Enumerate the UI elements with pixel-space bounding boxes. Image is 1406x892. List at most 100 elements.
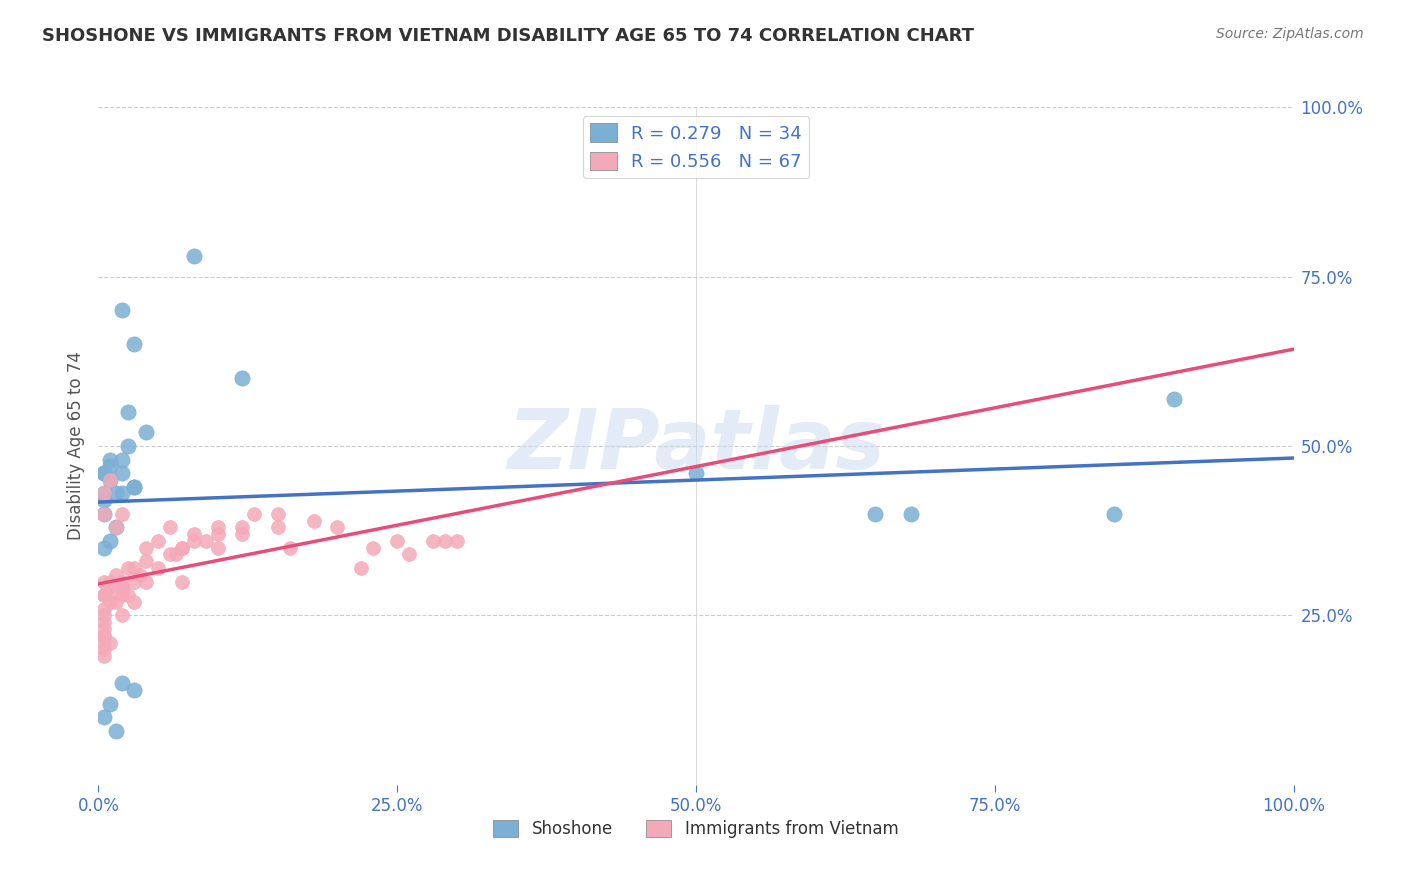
Point [385,533,409,548]
Point [93,649,115,664]
Point [172,541,194,555]
Point [446,533,468,548]
Point [172,541,194,555]
Point [124,561,146,575]
Point [93,486,115,500]
Point [93,493,115,508]
Point [278,541,301,555]
Point [93,629,115,643]
Point [98,452,122,467]
Point [105,520,128,534]
Point [231,520,253,534]
Point [98,588,122,602]
Point [111,582,134,596]
Point [243,507,266,521]
Point [105,723,128,738]
Point [231,527,253,541]
Point [117,439,139,453]
Point [93,601,115,615]
Point [111,303,134,318]
Point [172,574,194,589]
Point [98,533,122,548]
Point [97,582,120,596]
Point [350,561,373,575]
Point [183,249,205,263]
Point [93,507,115,521]
Point [111,574,134,589]
Point [129,567,152,582]
Point [117,588,139,602]
Point [183,533,205,548]
Point [165,548,187,562]
Point [93,486,115,500]
Point [93,635,115,649]
Point [117,561,139,575]
Point [685,466,707,480]
Point [124,480,146,494]
Point [111,507,134,521]
Point [135,425,157,440]
Point [900,507,922,521]
Point [195,533,218,548]
Point [98,473,122,487]
Point [1163,392,1185,406]
Point [135,541,157,555]
Point [207,541,229,555]
Point [398,548,420,562]
Y-axis label: Disability Age 65 to 74: Disability Age 65 to 74 [66,351,84,541]
Point [434,533,457,548]
Point [111,582,134,596]
Point [363,541,385,555]
Point [148,561,170,575]
Point [93,466,115,480]
Point [1104,507,1126,521]
Point [267,507,290,521]
Point [98,459,122,474]
Point [207,520,229,534]
Point [111,676,134,690]
Point [124,595,146,609]
Point [93,629,115,643]
Point [105,595,128,609]
Point [93,642,115,657]
Point [124,683,146,698]
Point [93,615,115,630]
Point [326,520,349,534]
Point [111,588,134,602]
Point [93,710,115,724]
Point [111,452,134,467]
Point [98,697,122,711]
Point [93,541,115,555]
Point [93,588,115,602]
Point [231,371,253,385]
Point [117,405,139,419]
Text: SHOSHONE VS IMMIGRANTS FROM VIETNAM DISABILITY AGE 65 TO 74 CORRELATION CHART: SHOSHONE VS IMMIGRANTS FROM VIETNAM DISA… [42,27,974,45]
Point [98,635,122,649]
Point [111,608,134,623]
Point [135,574,157,589]
Point [207,527,229,541]
Point [105,520,128,534]
Point [159,548,181,562]
Point [135,554,157,568]
Point [93,574,115,589]
Point [124,574,146,589]
Point [93,588,115,602]
Point [93,608,115,623]
Point [422,533,444,548]
Point [93,466,115,480]
Point [98,574,122,589]
Point [159,520,181,534]
Text: ZIPatlas: ZIPatlas [508,406,884,486]
Point [302,514,325,528]
Point [111,486,134,500]
Point [267,520,290,534]
Point [105,567,128,582]
Point [98,473,122,487]
Point [111,466,134,480]
Point [865,507,887,521]
Point [124,480,146,494]
Point [148,533,170,548]
Point [183,527,205,541]
Text: Source: ZipAtlas.com: Source: ZipAtlas.com [1216,27,1364,41]
